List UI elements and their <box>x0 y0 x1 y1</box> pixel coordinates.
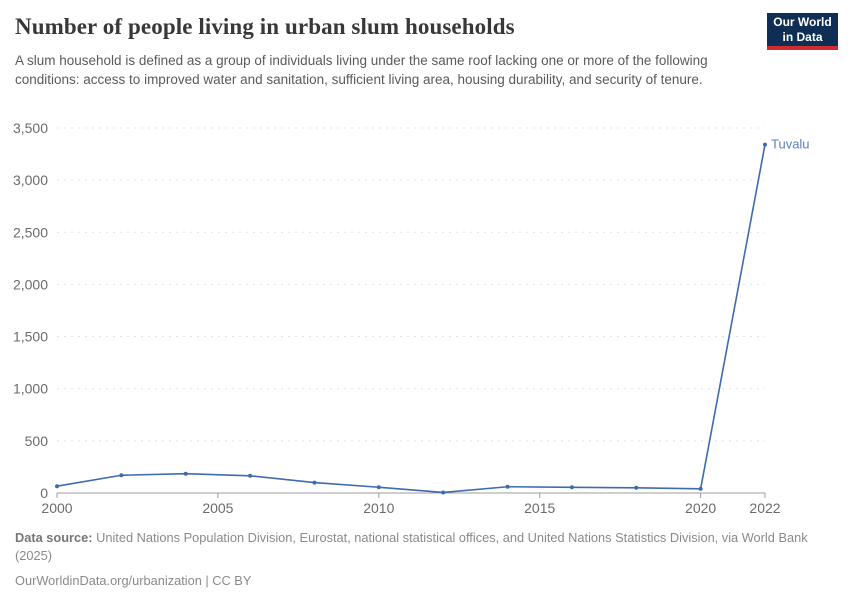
data-point-tuvalu-2010[interactable] <box>376 485 381 490</box>
y-tick-label-2000: 2,000 <box>13 276 48 292</box>
y-tick-label-1000: 1,000 <box>13 381 48 397</box>
y-tick-label-3000: 3,000 <box>13 172 48 188</box>
page-title: Number of people living in urban slum ho… <box>15 14 515 39</box>
owid-logo[interactable]: Our World in Data <box>767 13 838 50</box>
y-tick-label-0: 0 <box>40 485 48 501</box>
data-point-tuvalu-2022[interactable] <box>763 142 767 147</box>
owid-logo-line1: Our World <box>773 15 832 30</box>
data-point-tuvalu-2006[interactable] <box>248 473 253 478</box>
chart-subtitle: A slum household is defined as a group o… <box>15 53 708 87</box>
y-tick-label-3500: 3,500 <box>13 120 48 136</box>
line-chart-svg: 0 500 1,000 1,500 2,000 2,500 3,000 3,500 2000 20… <box>13 120 810 516</box>
trend-line-tuvalu <box>56 144 766 494</box>
y-tick-label-500: 500 <box>25 433 49 449</box>
data-point-tuvalu-2008[interactable] <box>312 480 317 485</box>
x-tick-label-2000: 2000 <box>41 500 72 516</box>
data-source-label: Data source: <box>15 530 93 545</box>
data-point-tuvalu-2014[interactable] <box>505 484 510 489</box>
y-tick-label-2500: 2,500 <box>13 224 48 240</box>
data-source-note: Data source: United Nations Population D… <box>15 529 825 565</box>
data-point-tuvalu-2012[interactable] <box>441 490 446 495</box>
y-tick-label-1500: 1,500 <box>13 329 48 345</box>
data-point-tuvalu-2016[interactable] <box>569 485 574 490</box>
x-tick-label-2015: 2015 <box>524 500 555 516</box>
data-point-tuvalu-2000[interactable] <box>55 484 59 489</box>
x-tick-label-2020: 2020 <box>685 500 716 516</box>
x-tick-label-2010: 2010 <box>363 500 394 516</box>
x-tick-label-2022: 2022 <box>749 500 780 516</box>
data-point-tuvalu-2020[interactable] <box>698 486 703 491</box>
owid-url-license-link[interactable]: OurWorldinData.org/urbanization | CC BY <box>15 573 252 589</box>
data-point-tuvalu-2018[interactable] <box>634 485 639 490</box>
entity-label-tuvalu[interactable]: Tuvalu <box>771 137 810 152</box>
owid-logo-line2: in Data <box>782 29 823 44</box>
data-source-text: United Nations Population Division, Euro… <box>15 530 808 564</box>
data-point-tuvalu-2004[interactable] <box>183 471 188 476</box>
x-tick-label-2005: 2005 <box>202 500 233 516</box>
chart-plot-area: 0 500 1,000 1,500 2,000 2,500 3,000 3,500 2000 20… <box>0 115 850 525</box>
chart-footer: Data source: United Nations Population D… <box>15 529 825 590</box>
data-point-tuvalu-2002[interactable] <box>119 473 124 478</box>
